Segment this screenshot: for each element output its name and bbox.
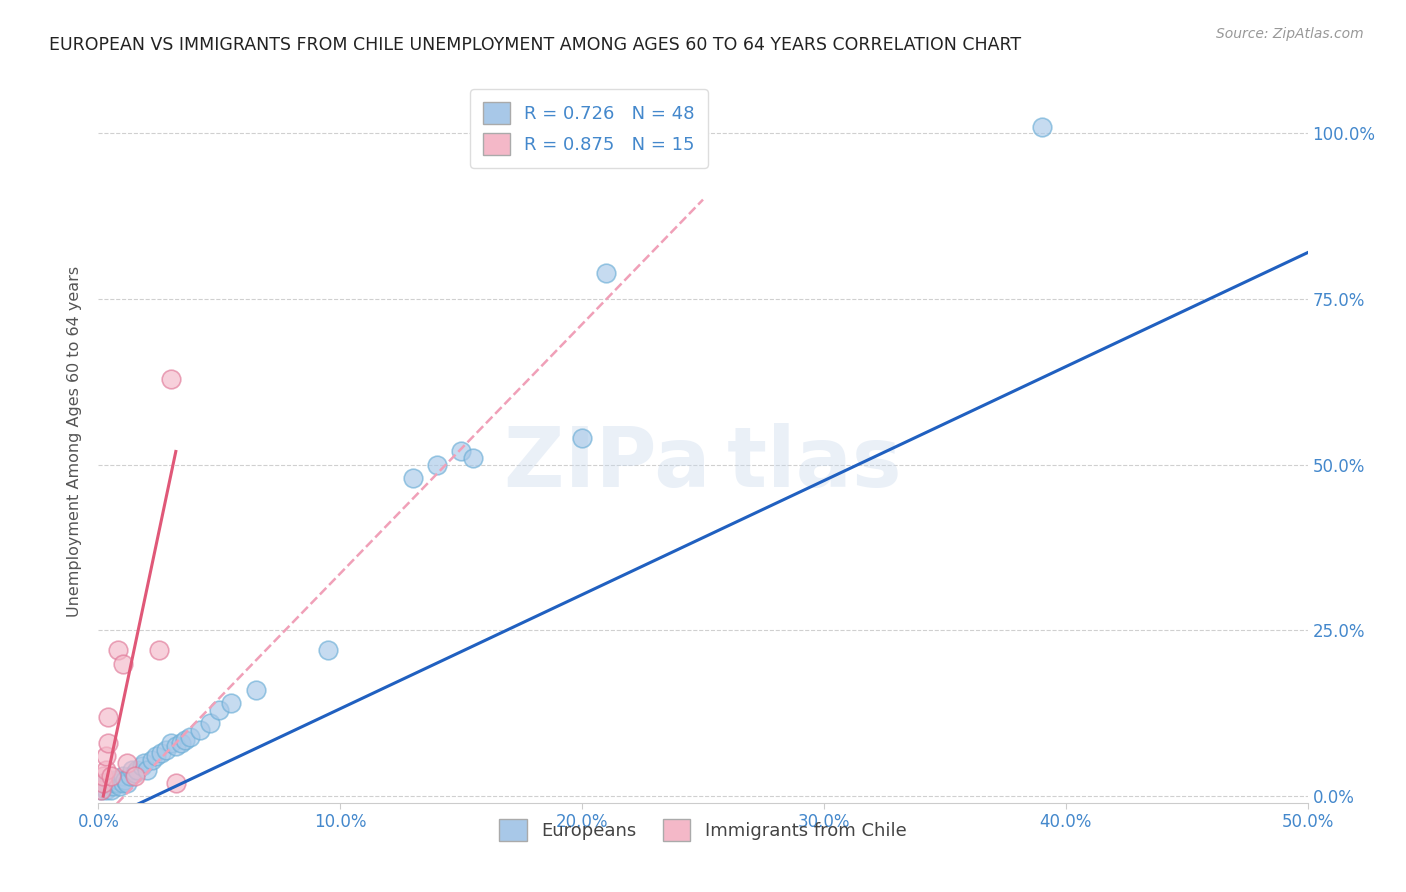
Point <box>221 697 243 711</box>
Point <box>91 769 114 783</box>
Point <box>165 739 187 754</box>
Point <box>104 776 127 790</box>
Point <box>91 776 114 790</box>
Point <box>155 743 177 757</box>
Point <box>101 772 124 787</box>
Point <box>90 782 112 797</box>
Point <box>208 703 231 717</box>
Point <box>124 769 146 783</box>
Point <box>94 782 117 797</box>
Point <box>141 753 163 767</box>
Point <box>97 736 120 750</box>
Point <box>118 769 141 783</box>
Point <box>101 779 124 793</box>
Point <box>145 749 167 764</box>
Point <box>131 759 153 773</box>
Point <box>402 471 425 485</box>
Point <box>179 730 201 744</box>
Point <box>111 776 134 790</box>
Point <box>91 779 114 793</box>
Point <box>111 769 134 783</box>
Point <box>160 736 183 750</box>
Point <box>108 779 131 793</box>
Point <box>450 444 472 458</box>
Point <box>1031 120 1053 134</box>
Point <box>100 782 122 797</box>
Point <box>94 749 117 764</box>
Point <box>148 643 170 657</box>
Point <box>169 736 191 750</box>
Point <box>94 763 117 777</box>
Point <box>463 451 485 466</box>
Point <box>595 266 617 280</box>
Text: Source: ZipAtlas.com: Source: ZipAtlas.com <box>1216 27 1364 41</box>
Text: ZIPa tlas: ZIPa tlas <box>505 423 901 504</box>
Point <box>97 779 120 793</box>
Y-axis label: Unemployment Among Ages 60 to 64 years: Unemployment Among Ages 60 to 64 years <box>67 266 83 617</box>
Point <box>174 732 197 747</box>
Point <box>117 776 139 790</box>
Point <box>117 756 139 770</box>
Point <box>316 643 339 657</box>
Point <box>165 776 187 790</box>
Point <box>100 776 122 790</box>
Point <box>107 643 129 657</box>
Point <box>114 772 136 787</box>
Point <box>97 709 120 723</box>
Point <box>91 776 114 790</box>
Point <box>188 723 211 737</box>
Point <box>94 776 117 790</box>
Legend: Europeans, Immigrants from Chile: Europeans, Immigrants from Chile <box>492 812 914 848</box>
Point <box>426 458 449 472</box>
Point <box>127 763 149 777</box>
Text: EUROPEAN VS IMMIGRANTS FROM CHILE UNEMPLOYMENT AMONG AGES 60 TO 64 YEARS CORRELA: EUROPEAN VS IMMIGRANTS FROM CHILE UNEMPL… <box>49 36 1021 54</box>
Point <box>571 431 593 445</box>
Point <box>135 763 157 777</box>
Point <box>107 776 129 790</box>
Point <box>198 716 221 731</box>
Point <box>124 766 146 780</box>
Point <box>134 756 156 770</box>
Point <box>90 782 112 797</box>
Point <box>111 657 134 671</box>
Point <box>107 772 129 787</box>
Point <box>160 371 183 385</box>
Point <box>100 769 122 783</box>
Point <box>121 763 143 777</box>
Point <box>97 776 120 790</box>
Point <box>150 746 173 760</box>
Point <box>245 683 267 698</box>
